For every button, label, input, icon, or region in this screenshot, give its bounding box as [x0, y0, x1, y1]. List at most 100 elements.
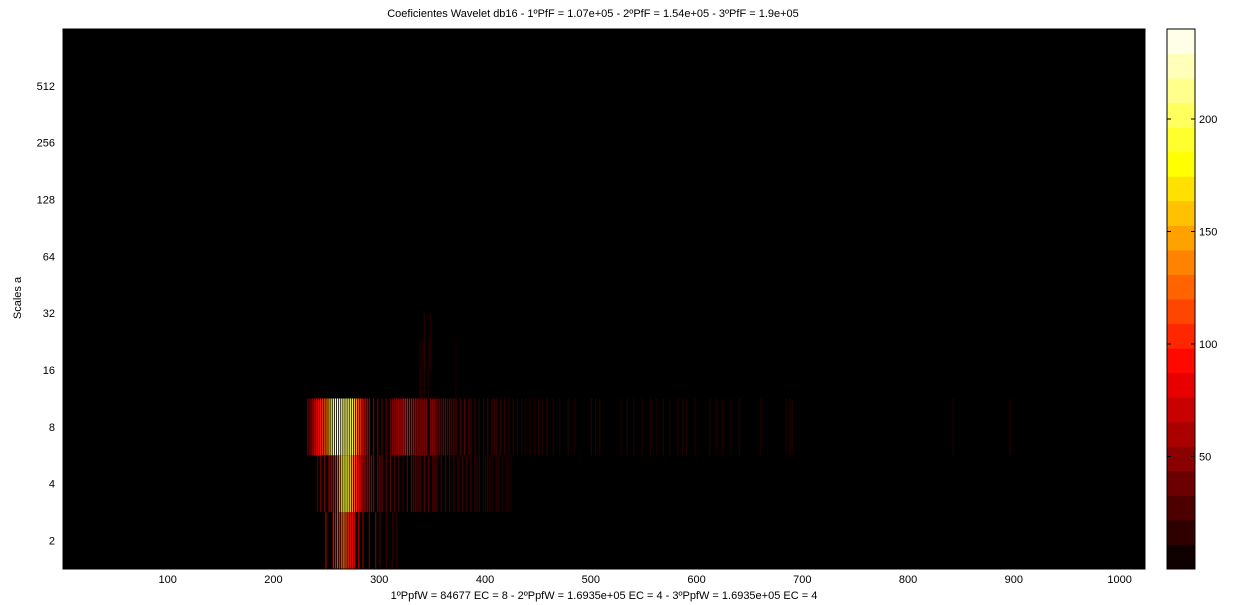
heatmap-cell: [463, 398, 466, 456]
heatmap-cell: [360, 455, 362, 513]
heatmap-cell: [438, 398, 440, 456]
heatmap-cell: [599, 398, 601, 456]
heatmap-cell: [343, 512, 345, 569]
heatmap-background: [63, 29, 1145, 569]
heatmap-cell: [432, 398, 434, 456]
heatmap-cell: [501, 455, 504, 513]
heatmap-cell: [419, 341, 421, 399]
heatmap-cell: [440, 455, 442, 513]
heatmap-cell: [499, 398, 502, 456]
heatmap-cell: [1009, 398, 1011, 456]
heatmap-cell: [567, 398, 569, 456]
heatmap-cell: [487, 398, 489, 456]
heatmap-cell: [495, 455, 497, 513]
heatmap-cell: [351, 398, 354, 456]
heatmap-cell: [372, 398, 375, 456]
heatmap-cell: [715, 398, 717, 456]
colorbar-step: [1167, 225, 1195, 251]
colorbar-steps: [1167, 29, 1195, 570]
heatmap-cell: [444, 398, 447, 456]
heatmap-cell: [334, 398, 337, 456]
heatmap-cell: [457, 455, 459, 513]
heatmap-cell: [394, 398, 396, 456]
heatmap-cell: [366, 398, 368, 456]
heatmap-cell: [313, 398, 315, 456]
heatmap-cell: [332, 398, 334, 456]
chart-title: Coeficientes Wavelet db16 - 1ºPfF = 1.07…: [387, 8, 799, 20]
heatmap-cell: [427, 341, 430, 399]
heatmap-cell: [377, 455, 379, 513]
heatmap-cell: [641, 398, 643, 456]
heatmap-cell: [410, 455, 413, 513]
heatmap-cell: [343, 398, 345, 456]
heatmap-cell: [349, 398, 351, 456]
y-axis-label: Scales a: [12, 276, 24, 319]
heatmap-cell: [339, 398, 341, 456]
colorbar-step: [1167, 78, 1195, 104]
heatmap-cell: [791, 398, 794, 456]
colorbar-tick-label: 100: [1199, 339, 1217, 351]
heatmap-cell: [493, 398, 495, 456]
colorbar-step: [1167, 544, 1195, 570]
heatmap-cell: [415, 455, 417, 513]
heatmap-cell: [721, 398, 724, 456]
heatmap-cell: [470, 398, 472, 456]
heatmap-cell: [430, 398, 432, 456]
heatmap-cell: [413, 398, 415, 456]
colorbar-step: [1167, 495, 1195, 521]
colorbar-tick-label: 200: [1199, 114, 1217, 126]
heatmap-cell: [451, 398, 453, 456]
colorbar-step: [1167, 151, 1195, 177]
heatmap-cell: [685, 398, 688, 456]
heatmap-cell: [385, 512, 387, 569]
heatmap-cell: [330, 398, 332, 456]
heatmap-cell: [694, 398, 696, 456]
heatmap-cell: [465, 455, 468, 513]
heatmap-cell: [391, 512, 394, 569]
heatmap-cell: [370, 455, 373, 513]
heatmap-cell: [315, 398, 318, 456]
heatmap-cell: [434, 398, 436, 456]
heatmap-cell: [474, 455, 476, 513]
x-axis-ticks: 100 200 300 400 500 600 700 800 900 1000: [159, 564, 1132, 586]
heatmap-cell: [487, 455, 489, 513]
heatmap-cell: [362, 512, 364, 569]
heatmap-cell: [385, 398, 387, 456]
heatmap-cell: [324, 455, 326, 513]
heatmap-cell: [497, 455, 499, 513]
x-tick-label: 300: [370, 574, 388, 586]
heatmap-cell: [459, 398, 461, 456]
heatmap-cell: [506, 455, 508, 513]
heatmap-cell: [504, 398, 506, 456]
colorbar-step: [1167, 299, 1195, 325]
x-tick-label: 400: [476, 574, 494, 586]
heatmap-cell: [402, 398, 404, 456]
heatmap-cell: [330, 455, 332, 513]
heatmap-cell: [461, 455, 464, 513]
heatmap-cell: [311, 398, 313, 456]
heatmap-cell: [546, 398, 548, 456]
heatmap-cell: [351, 512, 354, 569]
x-tick-label: 600: [687, 574, 705, 586]
heatmap-cell: [379, 455, 381, 513]
heatmap-cell: [449, 398, 451, 456]
colorbar-tick-label: 150: [1199, 227, 1217, 239]
heatmap-cell: [650, 398, 652, 456]
heatmap-cell: [396, 398, 398, 456]
heatmap-cell: [358, 398, 360, 456]
heatmap-cell: [316, 455, 319, 513]
heatmap-cell: [427, 455, 430, 513]
heatmap-cell: [355, 398, 358, 456]
heatmap-cell: [341, 398, 343, 456]
colorbar-step: [1167, 470, 1195, 496]
heatmap-cell: [332, 512, 334, 569]
x-tick-label: 200: [264, 574, 282, 586]
heatmap-cell: [353, 455, 356, 513]
heatmap-cell: [491, 455, 493, 513]
heatmap-cell: [320, 455, 322, 513]
heatmap-cell: [375, 512, 377, 569]
heatmap-cells: [307, 313, 1011, 569]
heatmap-cell: [345, 512, 347, 569]
heatmap-cell: [379, 512, 381, 569]
heatmap-cell: [419, 398, 421, 456]
